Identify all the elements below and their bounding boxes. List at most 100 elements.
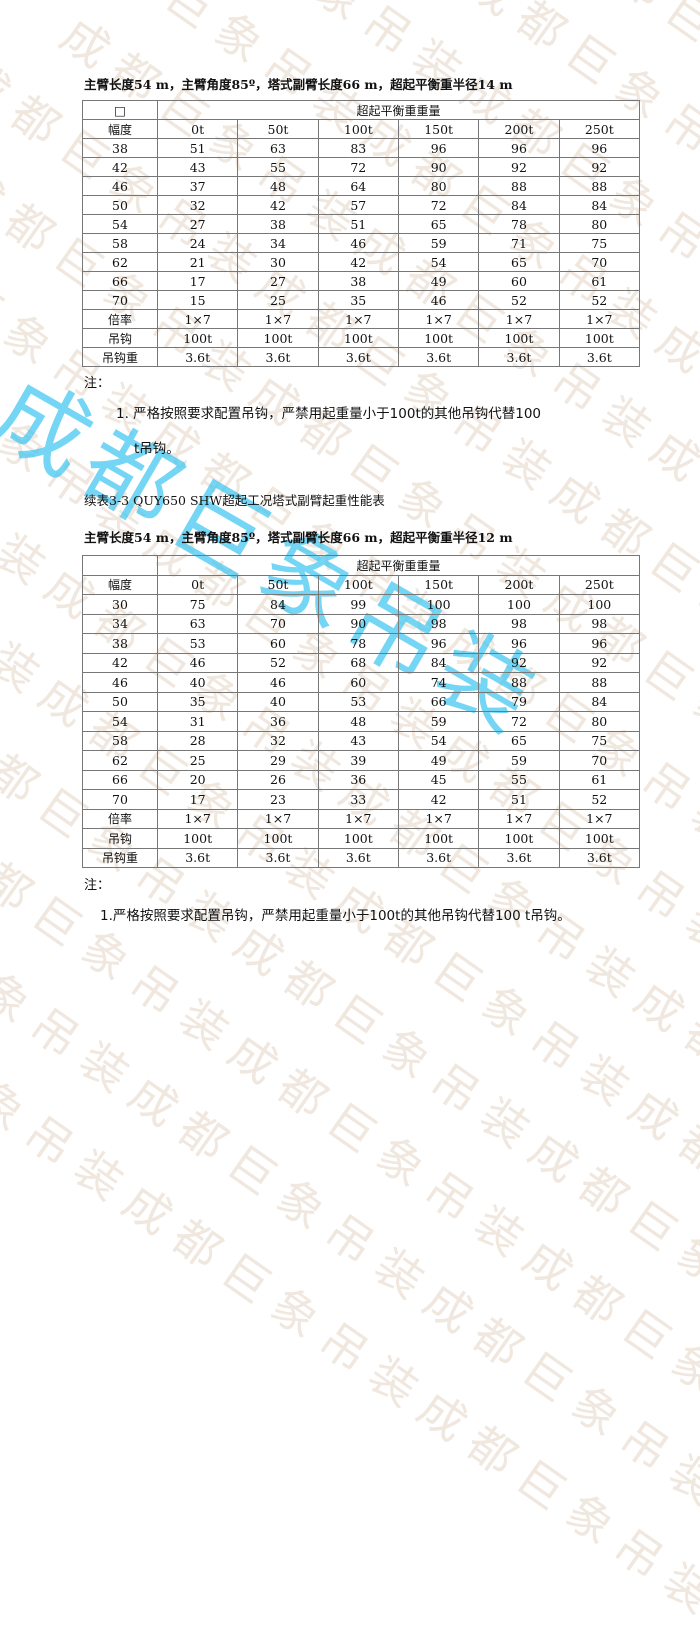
table-cell: 26 xyxy=(237,769,319,790)
table-cell: 30 xyxy=(237,252,319,272)
column-header: 50t xyxy=(237,119,319,139)
row-label: 46 xyxy=(82,176,158,196)
row-label: 吊钩 xyxy=(82,328,158,348)
table-row: 38 53 60 78 96 96 96 xyxy=(82,633,641,654)
row-label: 倍率 xyxy=(82,808,158,829)
table-cell: 40 xyxy=(237,691,319,712)
table-cell: 24 xyxy=(156,233,239,253)
row-label: 70 xyxy=(82,290,158,310)
table-cell: 27 xyxy=(156,214,239,234)
table-cell: 92 xyxy=(478,652,560,673)
table-cell: 35 xyxy=(317,290,399,310)
table-cell: 100t xyxy=(237,828,319,849)
table-cell: 84 xyxy=(558,691,641,712)
table-cell: 88 xyxy=(478,176,560,196)
column-header: 0t xyxy=(156,574,239,595)
table-cell: 78 xyxy=(478,214,560,234)
row-label: 30 xyxy=(82,594,158,615)
table2-note-label: 注： xyxy=(84,878,111,893)
table-cell: 3.6t xyxy=(558,347,641,367)
table-cell: 100t xyxy=(317,328,399,348)
table-cell: 3.6t xyxy=(317,847,399,868)
table-row: 吊钩重 3.6t 3.6t 3.6t 3.6t 3.6t 3.6t xyxy=(82,347,641,367)
table-cell: 100t xyxy=(558,328,641,348)
table-cell: 49 xyxy=(397,271,480,291)
table-cell: 42 xyxy=(317,252,399,272)
table-row: 吊钩 100t 100t 100t 100t 100t 100t xyxy=(82,828,641,849)
table-cell: 46 xyxy=(317,233,399,253)
row-label: 38 xyxy=(82,633,158,654)
table-row: 吊钩 100t 100t 100t 100t 100t 100t xyxy=(82,328,641,348)
row-label: 吊钩 xyxy=(82,828,158,849)
table-cell: 100 xyxy=(397,594,480,615)
column-header: 200t xyxy=(478,119,560,139)
table-row: 54 27 38 51 65 78 80 xyxy=(82,214,641,234)
row-label: 34 xyxy=(82,613,158,634)
table-cell: 34 xyxy=(237,233,319,253)
corner-cell: □ xyxy=(82,100,158,120)
table-cell: 61 xyxy=(558,769,641,790)
table-cell: 1×7 xyxy=(317,309,399,329)
table-cell: 25 xyxy=(156,750,239,771)
table-cell: 39 xyxy=(317,750,399,771)
table-cell: 96 xyxy=(478,138,560,158)
table-cell: 59 xyxy=(478,750,560,771)
row-label: 58 xyxy=(82,233,158,253)
table-row: 34 63 70 90 98 98 98 xyxy=(82,613,641,634)
table-row: 62 21 30 42 54 65 70 xyxy=(82,252,641,272)
table-cell: 54 xyxy=(397,730,480,751)
table-cell: 66 xyxy=(397,691,480,712)
table-cell: 25 xyxy=(237,290,319,310)
table-row: 66 20 26 36 45 55 61 xyxy=(82,769,641,790)
table-cell: 72 xyxy=(397,195,480,215)
row-label: 54 xyxy=(82,711,158,732)
table-cell: 28 xyxy=(156,730,239,751)
table-cell: 79 xyxy=(478,691,560,712)
table-cell: 83 xyxy=(317,138,399,158)
table-cell: 46 xyxy=(237,672,319,693)
table-cell: 55 xyxy=(478,769,560,790)
table-cell: 1×7 xyxy=(237,808,319,829)
table-cell: 100t xyxy=(237,328,319,348)
row-header: 幅度 xyxy=(82,574,158,595)
table-cell: 61 xyxy=(558,271,641,291)
table-cell: 100t xyxy=(478,328,560,348)
row-label: 62 xyxy=(82,750,158,771)
column-header-row: 幅度 0t 50t 100t 150t 200t 250t xyxy=(82,574,641,595)
table2-note-line1: 1.严格按照要求配置吊钩，严禁用起重量小于100t的其他吊钩代替100 t吊钩。 xyxy=(100,908,571,924)
column-header: 150t xyxy=(397,119,480,139)
table-cell: 51 xyxy=(156,138,239,158)
table-cell: 3.6t xyxy=(237,847,319,868)
row-label: 42 xyxy=(82,652,158,673)
table-cell: 100t xyxy=(397,328,480,348)
column-header: 0t xyxy=(156,119,239,139)
row-header: 幅度 xyxy=(82,119,158,139)
table-cell: 96 xyxy=(478,633,560,654)
table-cell: 84 xyxy=(558,195,641,215)
table-cell: 98 xyxy=(478,613,560,634)
table-cell: 42 xyxy=(397,789,480,810)
table-cell: 3.6t xyxy=(156,847,239,868)
table-cell: 32 xyxy=(237,730,319,751)
table2-title: 主臂长度54 m，主臂角度85º，塔式副臂长度66 m，超起平衡重半径12 m xyxy=(84,530,513,545)
table-cell: 65 xyxy=(478,252,560,272)
table-cell: 55 xyxy=(237,157,319,177)
table-cell: 33 xyxy=(317,789,399,810)
table-cell: 23 xyxy=(237,789,319,810)
table-row: 吊钩重 3.6t 3.6t 3.6t 3.6t 3.6t 3.6t xyxy=(82,847,641,868)
table-cell: 52 xyxy=(237,652,319,673)
group-header-row: □ 超起平衡重重量 xyxy=(82,100,640,120)
table-cell: 84 xyxy=(397,652,480,673)
table-cell: 32 xyxy=(156,195,239,215)
table-cell: 100 xyxy=(558,594,641,615)
table-cell: 64 xyxy=(317,176,399,196)
table-row: 50 35 40 53 66 79 84 xyxy=(82,691,641,712)
group-header-row: 超起平衡重重量 xyxy=(82,555,640,576)
table-cell: 49 xyxy=(397,750,480,771)
row-label: 42 xyxy=(82,157,158,177)
table-cell: 90 xyxy=(317,613,399,634)
column-header: 100t xyxy=(317,119,399,139)
table-cell: 65 xyxy=(397,214,480,234)
table-cell: 3.6t xyxy=(397,347,480,367)
table-cell: 88 xyxy=(558,176,641,196)
